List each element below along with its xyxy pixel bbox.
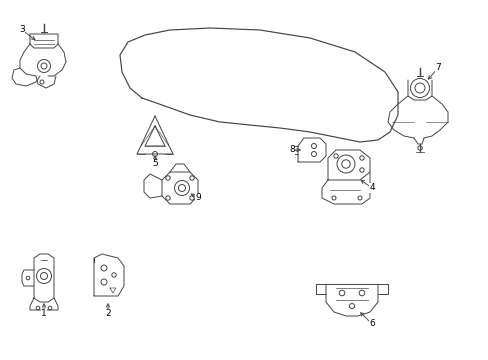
Text: 4: 4 (368, 184, 374, 193)
Text: 1: 1 (41, 310, 47, 319)
Text: 7: 7 (434, 63, 440, 72)
Text: 2: 2 (105, 310, 111, 319)
Text: 8: 8 (288, 145, 294, 154)
Text: 5: 5 (152, 159, 158, 168)
Text: 3: 3 (19, 26, 25, 35)
Text: 9: 9 (195, 194, 201, 202)
Text: 6: 6 (368, 320, 374, 328)
